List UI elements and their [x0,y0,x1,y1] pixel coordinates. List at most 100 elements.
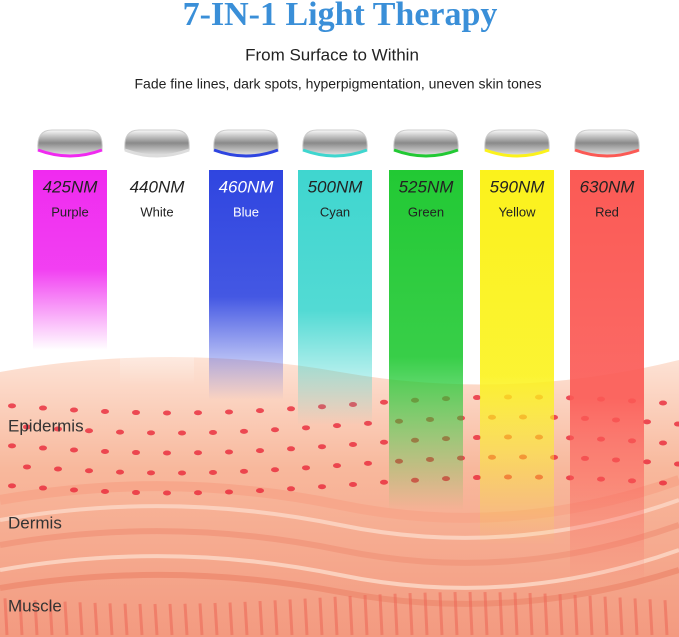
wavelength: 590NM [490,177,546,196]
cell [318,444,326,450]
cell [659,400,667,406]
device-ring [393,148,459,158]
cell [39,445,47,451]
color-name: Blue [233,204,259,219]
cell [240,428,248,434]
cell [473,435,481,441]
cell [8,483,16,489]
fiber [288,599,294,636]
cell [287,406,295,412]
cell [54,426,62,432]
cell [256,448,264,454]
light-beam [120,170,194,385]
fiber [213,602,219,636]
cell [163,450,171,456]
fiber [48,600,54,636]
cell [116,429,124,435]
fiber [303,598,309,636]
fiber [498,592,504,636]
wavelength: 425NM [43,177,99,196]
cell [643,419,651,425]
cell [147,430,155,436]
fiber [183,603,189,636]
cell [178,430,186,436]
cell [178,470,186,476]
cell [271,467,279,473]
cell [659,480,667,486]
wavelength: 630NM [580,177,636,196]
fiber [273,600,279,636]
color-name: Cyan [320,204,350,219]
cell [163,410,171,416]
cell [163,490,171,496]
cell [287,446,295,452]
fiber [363,595,369,636]
cell [225,409,233,415]
cell [318,484,326,490]
fiber [513,592,519,636]
layer-label: Muscle [8,596,62,615]
fiber [93,602,99,636]
fiber [168,603,174,636]
subtitle: From Surface to Within [245,45,419,64]
cell [256,488,264,494]
cell [39,405,47,411]
cell [194,410,202,416]
cell [287,486,295,492]
cell [101,449,109,455]
cell [674,461,679,467]
cell [70,487,78,493]
cell [659,440,667,446]
cell [209,469,217,475]
wavelength: 440NM [130,177,186,196]
cell [256,408,264,414]
cell [116,469,124,475]
cell [473,475,481,481]
color-name: Yellow [498,204,536,219]
cell [380,399,388,405]
cell [240,468,248,474]
device-ring [302,148,368,158]
fiber [18,599,24,636]
fiber [423,592,429,636]
cell [349,481,357,487]
light-beam [298,170,372,425]
cell [302,465,310,471]
light-beam [389,170,463,510]
fiber [228,602,234,636]
cell [132,450,140,456]
cell [473,395,481,401]
cell [23,464,31,470]
fiber [588,595,594,636]
fiber [618,597,624,636]
cell [643,459,651,465]
fiber [198,603,204,636]
fiber [648,599,654,636]
wavelength: 500NM [308,177,364,196]
fiber [408,593,414,636]
cell [194,450,202,456]
fiber [123,603,129,636]
tagline: Fade fine lines, dark spots, hyperpigmen… [134,76,541,92]
cell [54,466,62,472]
light-beam [570,170,644,585]
title: 7-IN-1 Light Therapy [183,0,498,33]
cell [101,489,109,495]
light-beam [209,170,283,400]
fiber [558,594,564,636]
fiber [543,593,549,636]
device-ring [574,148,640,158]
cell [101,409,109,415]
cell [380,439,388,445]
fiber [318,597,324,636]
fiber [633,598,639,636]
layer-label: Dermis [8,513,62,532]
fiber [333,596,339,636]
fiber [3,598,9,636]
fiber [438,592,444,636]
fiber [258,601,264,636]
fiber [63,601,69,636]
cell [209,429,217,435]
cell [194,490,202,496]
